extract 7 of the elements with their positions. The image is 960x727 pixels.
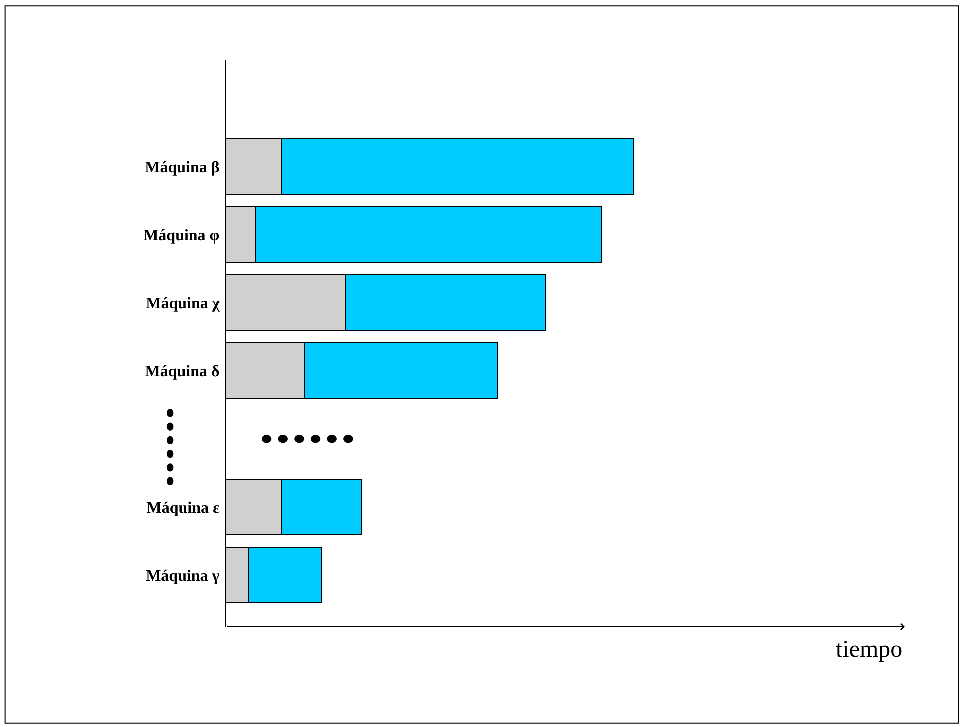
y-tick-label: Máquina χ (146, 296, 220, 313)
y-tick-label: Máquina γ (146, 568, 220, 585)
y-tick-label: Máquina β (145, 159, 220, 176)
text: tiempo (836, 637, 903, 663)
y-tick-label: Máquina ε (146, 500, 220, 517)
y-tick-label: Máquina δ (145, 364, 220, 381)
y-tick-label: Máquina φ (144, 228, 220, 245)
